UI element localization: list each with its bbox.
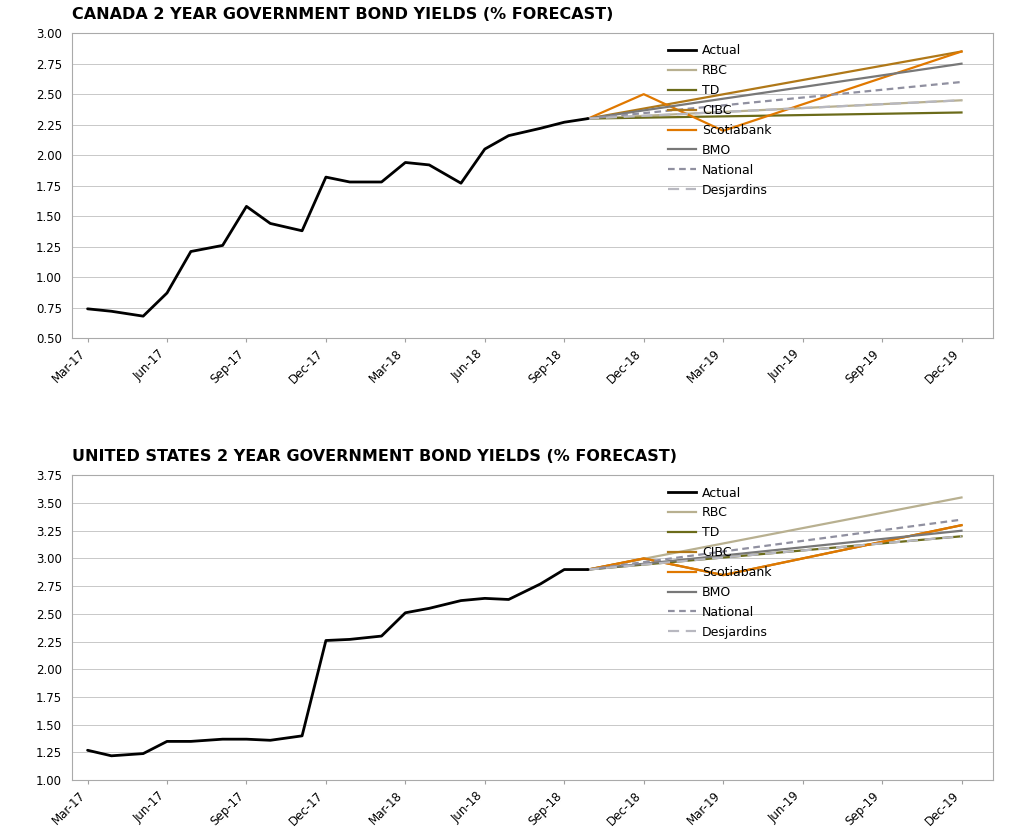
Legend: Actual, RBC, TD, CIBC, Scotiabank, BMO, National, Desjardins: Actual, RBC, TD, CIBC, Scotiabank, BMO, … — [664, 481, 776, 644]
Text: UNITED STATES 2 YEAR GOVERNMENT BOND YIELDS (% FORECAST): UNITED STATES 2 YEAR GOVERNMENT BOND YIE… — [72, 449, 677, 465]
Legend: Actual, RBC, TD, CIBC, Scotiabank, BMO, National, Desjardins: Actual, RBC, TD, CIBC, Scotiabank, BMO, … — [664, 40, 776, 202]
Text: CANADA 2 YEAR GOVERNMENT BOND YIELDS (% FORECAST): CANADA 2 YEAR GOVERNMENT BOND YIELDS (% … — [72, 7, 613, 22]
